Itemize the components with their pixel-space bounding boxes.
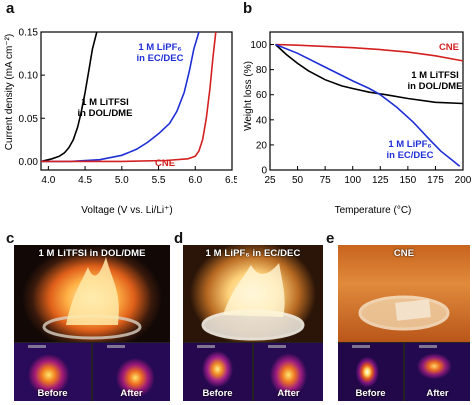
x-tick-label: 100 [344, 175, 361, 186]
x-tick-label: 5.0 [115, 175, 129, 186]
photo-panel-d: 1 M LiPF₆ in EC/DEC Before After [183, 245, 323, 401]
y-tick-label: 60 [256, 90, 268, 101]
y-tick-label: 80 [256, 65, 268, 76]
panel-letter-c: c [6, 230, 15, 247]
thermal-after-e: After [405, 343, 470, 401]
thermal-after-d: After [254, 343, 323, 401]
series-label-1: 1 M LiPF₆ [138, 42, 181, 53]
panel-letter-d: d [174, 230, 184, 247]
series-label-1: 1 M LiTFSI [411, 70, 459, 81]
dish-d [201, 263, 305, 341]
series-line-0 [275, 43, 463, 62]
after-label-c: After [120, 388, 143, 399]
plot-frame [40, 31, 233, 171]
y-tick-label: 0.15 [19, 28, 39, 39]
x-tick-label: 25 [264, 175, 276, 186]
x-axis-title-a: Voltage (V vs. Li/Li⁺) [81, 205, 172, 216]
series-line-1 [274, 43, 463, 105]
tga-chart: Weight loss (%) Temperature (°C) 25 50 75 1… [243, 31, 472, 216]
photo-caption-c: 1 M LiTFSI in DOL/DME [38, 248, 146, 259]
series-label-0: in DOL/DME [78, 108, 133, 119]
thermal-readout [419, 345, 437, 348]
photo-caption-e: CNE [393, 248, 415, 259]
photo-caption-d: 1 M LiPF₆ in EC/DEC [205, 248, 301, 259]
series-label-0: 1 M LiTFSI [81, 97, 129, 108]
x-tick-label: 75 [320, 175, 332, 186]
x-tick-label: 175 [427, 175, 444, 186]
x-tick-label: 6.0 [188, 175, 202, 186]
thermal-readout [28, 345, 46, 348]
photo-e: CNE [338, 245, 470, 342]
dish-c [42, 257, 142, 340]
x-tick-label: 50 [292, 175, 304, 186]
x-tick-label: 200 [455, 175, 472, 186]
before-label-c: Before [37, 388, 68, 399]
x-tick-label: 4.5 [78, 175, 92, 186]
series-label-2: in EC/DEC [387, 150, 434, 161]
flame-photo-c: 1 M LiTFSI in DOL/DME [14, 245, 170, 342]
thermal-before-e: Before [338, 343, 403, 401]
after-label-e: After [426, 388, 449, 399]
series-line-1 [41, 32, 200, 163]
panel-letter-e: e [326, 230, 335, 247]
plot-frame [269, 31, 464, 171]
y-axis-title-b: Weight loss (%) [243, 61, 254, 131]
panel-letter-b: b [243, 0, 253, 17]
photo-panel-c: 1 M LiTFSI in DOL/DME Before After [14, 245, 170, 401]
x-tick-label: 125 [372, 175, 389, 186]
flame-photo-d: 1 M LiPF₆ in EC/DEC [183, 245, 323, 342]
thermal-readout [197, 345, 215, 348]
thermal-before-d: Before [183, 343, 252, 401]
x-tick-label: 5.5 [152, 175, 166, 186]
dish-e [358, 295, 450, 331]
series-label-1: in DOL/DME [408, 81, 463, 92]
series-line-2 [275, 43, 461, 167]
series-label-1: in EC/DEC [137, 53, 184, 64]
x-tick-label: 150 [400, 175, 417, 186]
after-label-d: After [277, 388, 300, 399]
y-tick-label: 100 [250, 40, 267, 51]
series-label-2: CNE [155, 158, 175, 169]
series-line-0 [41, 32, 98, 163]
thermal-readout [268, 345, 286, 348]
thermal-readout [352, 345, 370, 348]
y-tick-label: 0 [261, 166, 267, 177]
before-label-e: Before [355, 388, 386, 399]
thermal-after-c: After [93, 343, 170, 401]
lsv-chart: Current density (mA cm⁻²) Voltage (V vs.… [4, 28, 237, 217]
y-tick-label: 0.05 [19, 114, 39, 125]
series-label-0: CNE [439, 42, 459, 53]
thermal-readout [107, 345, 125, 348]
y-axis-title-a: Current density (mA cm⁻²) [4, 34, 15, 150]
series-line-2 [41, 32, 217, 163]
before-label-d: Before [202, 388, 233, 399]
panel-letter-a: a [6, 0, 15, 17]
photo-panel-e: CNE Before After [338, 245, 470, 401]
y-tick-label: 0.00 [19, 157, 39, 168]
y-tick-label: 20 [256, 140, 268, 151]
x-tick-label: 6.5 [225, 175, 237, 186]
thermal-before-c: Before [14, 343, 91, 401]
y-tick-label: 40 [256, 115, 268, 126]
x-tick-label: 4.0 [41, 175, 55, 186]
y-tick-label: 0.10 [19, 71, 39, 82]
series-label-2: 1 M LiPF₆ [388, 139, 431, 150]
x-axis-title-b: Temperature (°C) [335, 205, 412, 216]
